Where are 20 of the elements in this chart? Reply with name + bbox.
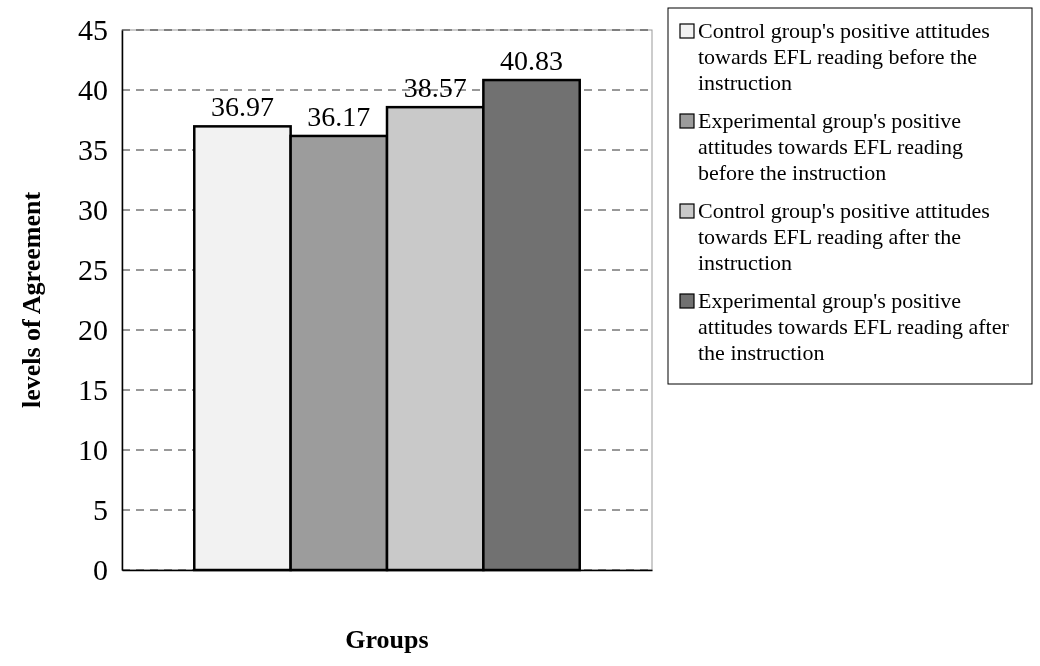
legend-label: Experimental group's positive attitudes towards EFL reading after the instruction bbox=[698, 288, 1010, 365]
y-tick-label: 40 bbox=[78, 73, 108, 107]
y-tick-label: 25 bbox=[78, 253, 108, 287]
legend-label: Experimental group's positive attitudes towards EFL reading before the instruction bbox=[698, 108, 963, 185]
legend-label: Control group's positive attitudes towards EFL reading after the instruction bbox=[698, 198, 990, 275]
y-tick-label: 30 bbox=[78, 193, 108, 227]
data-label: 36.97 bbox=[210, 91, 274, 123]
legend-label: Control group's positive attitudes towards EFL reading before the instruction bbox=[698, 18, 990, 95]
y-tick-label: 10 bbox=[78, 433, 108, 467]
y-axis-title: levels of Agreement bbox=[17, 191, 46, 409]
data-label: 36.17 bbox=[307, 100, 371, 132]
y-tick-label: 15 bbox=[78, 373, 108, 407]
y-tick-label: 0 bbox=[93, 553, 108, 587]
y-tick-label: 20 bbox=[78, 313, 108, 347]
y-tick-label: 45 bbox=[78, 13, 108, 47]
y-tick-label: 5 bbox=[93, 493, 108, 527]
data-label: 38.57 bbox=[403, 72, 467, 104]
data-label: 40.83 bbox=[500, 45, 564, 77]
x-axis-title: Groups bbox=[345, 625, 429, 654]
y-tick-label: 35 bbox=[78, 133, 108, 167]
